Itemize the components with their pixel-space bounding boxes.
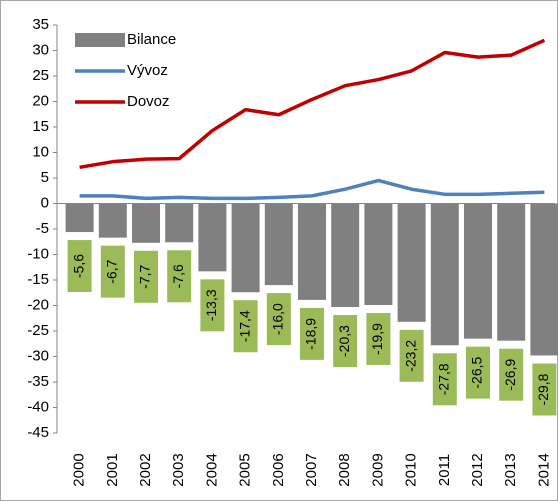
y-tick-label: 15: [32, 118, 49, 135]
y-tick-label: 35: [32, 16, 49, 33]
bar: [98, 203, 127, 238]
bar: [364, 203, 393, 305]
value-label: -13,3: [203, 289, 219, 321]
value-label: -18,9: [303, 318, 319, 350]
y-tick-label: 5: [41, 169, 49, 186]
bar: [198, 203, 227, 272]
value-label: -23,2: [402, 340, 418, 372]
bar: [331, 203, 360, 308]
x-tick-label: 2005: [237, 453, 254, 486]
value-label-box: [333, 315, 358, 368]
x-tick-label: 2012: [469, 453, 486, 486]
line: [79, 178, 545, 201]
y-tick-label: 0: [41, 194, 49, 211]
value-label-box: [167, 250, 192, 303]
value-label: -7,7: [137, 264, 153, 288]
y-tick-label: -5: [36, 220, 49, 237]
value-label-box: [399, 329, 424, 382]
value-label-box: [466, 346, 490, 399]
line: [79, 38, 546, 170]
bar: [298, 203, 326, 300]
y-tick-label: 20: [32, 92, 49, 109]
value-label: -6,7: [104, 259, 120, 283]
x-tick-label: 2003: [170, 453, 187, 486]
x-tick-label: 2013: [502, 453, 519, 486]
value-label: -5,6: [70, 254, 86, 278]
y-tick-label: -40: [27, 398, 49, 415]
y-tick-label: -15: [27, 271, 49, 288]
value-label-box: [266, 293, 291, 346]
value-label-box: [200, 279, 225, 332]
value-label-box: [532, 363, 557, 416]
y-tick-label: -30: [27, 347, 49, 364]
value-label-box: [67, 240, 92, 293]
y-tick-label: -45: [27, 424, 49, 441]
legend-label: Vývoz: [127, 62, 168, 79]
x-tick-label: 2009: [369, 453, 386, 486]
legend-swatch: [75, 33, 125, 47]
value-label-box: [432, 353, 457, 406]
bar: [464, 203, 492, 339]
x-tick-label: 2008: [336, 453, 353, 486]
legend-label: Bilance: [127, 31, 176, 48]
y-tick-label: 10: [32, 143, 49, 160]
x-tick-label: 2011: [436, 454, 453, 486]
value-label: -26,5: [469, 356, 485, 388]
y-tick-label: -20: [27, 296, 49, 313]
bar: [132, 203, 160, 243]
bar: [497, 203, 526, 341]
x-tick-label: 2014: [535, 453, 552, 486]
value-label: -19,9: [369, 323, 385, 355]
value-label-box: [233, 300, 258, 353]
value-label: -29,8: [535, 373, 551, 405]
x-tick-label: 2002: [137, 453, 154, 486]
value-label: -26,9: [502, 359, 518, 391]
value-label: -7,6: [170, 264, 186, 288]
bar: [530, 203, 558, 356]
y-tick-label: -25: [27, 322, 49, 339]
legend-label: Dovoz: [127, 93, 170, 110]
bar: [231, 203, 260, 293]
value-label: -27,8: [436, 363, 452, 395]
x-tick-label: 2001: [104, 453, 121, 486]
y-tick-label: 25: [32, 67, 49, 84]
value-label-box: [134, 250, 158, 303]
value-label: -17,4: [236, 310, 252, 342]
x-tick-label: 2000: [71, 453, 88, 486]
y-tick-label: -10: [27, 245, 49, 262]
bar: [65, 203, 94, 233]
value-label-box: [100, 245, 125, 298]
value-label: -16,0: [270, 303, 286, 335]
x-tick-label: 2007: [303, 453, 320, 486]
y-tick-label: 30: [32, 41, 49, 58]
bar: [264, 203, 293, 286]
value-label-box: [366, 312, 391, 365]
y-tick-label: -35: [27, 373, 49, 390]
value-label: -20,3: [336, 325, 352, 357]
bar: [430, 203, 459, 346]
value-label-box: [499, 348, 524, 401]
bar: [397, 203, 426, 322]
x-tick-label: 2006: [270, 453, 287, 486]
x-tick-label: 2010: [403, 453, 420, 486]
x-tick-label: 2004: [203, 453, 220, 486]
value-label-box: [300, 307, 324, 360]
bar: [165, 203, 194, 243]
